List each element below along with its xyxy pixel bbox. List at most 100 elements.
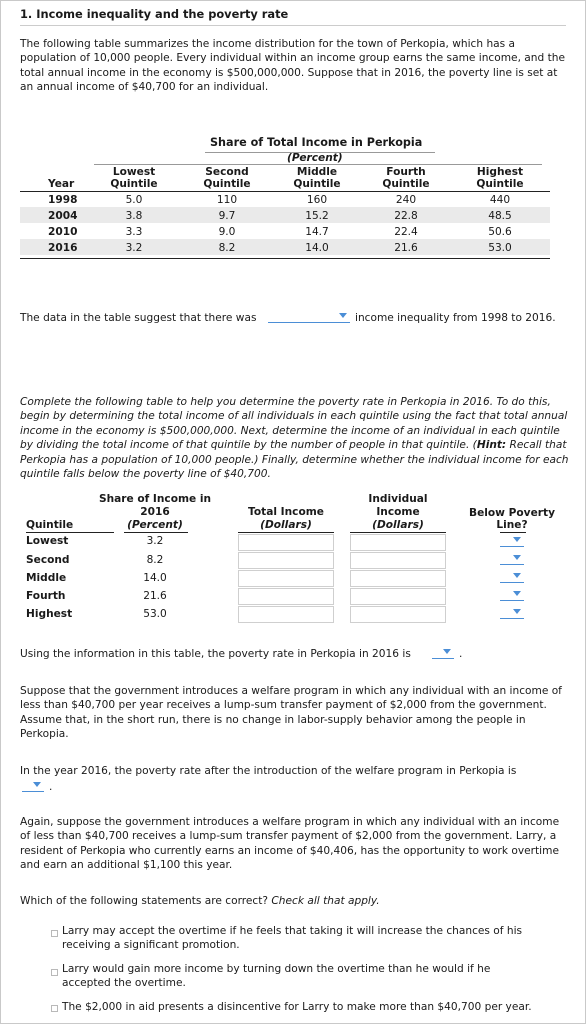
total-income-input[interactable] — [238, 534, 334, 551]
below-poverty-dropdown[interactable] — [500, 588, 524, 601]
individual-income-input[interactable] — [350, 588, 446, 605]
table1-row-shade — [20, 239, 550, 255]
year-cell: 2010 — [48, 226, 78, 238]
data-cell: 14.0 — [305, 242, 329, 254]
below-poverty-header-line2: Line? — [496, 519, 528, 531]
total-income-header-line1: Total Income — [248, 506, 324, 518]
inequality-text-after: income inequality from 1998 to 2016. — [355, 312, 556, 324]
data-cell: 22.8 — [394, 210, 418, 222]
poverty-rate-text: Using the information in this table, the… — [20, 648, 411, 660]
poverty-rate-dropdown[interactable] — [432, 646, 454, 659]
welfare-poverty-rate-dropdown[interactable] — [22, 779, 44, 792]
statement-text: Larry may accept the overtime if he feel… — [62, 925, 523, 952]
inequality-text-before: The data in the table suggest that there… — [20, 312, 257, 324]
table2-rule — [350, 532, 446, 533]
individual-income-header-line2: Income — [376, 506, 420, 518]
below-poverty-dropdown[interactable] — [500, 552, 524, 565]
share-header-line1: Share of Income in — [98, 493, 212, 505]
below-poverty-header-line1: Below Poverty — [469, 507, 555, 519]
total-income-input[interactable] — [238, 588, 334, 605]
individual-income-input[interactable] — [350, 534, 446, 551]
share-header-line2: 2016 — [140, 506, 170, 518]
quintile-name: Lowest — [26, 535, 69, 547]
statement-text: Larry would gain more income by turning … — [62, 963, 491, 990]
total-income-input[interactable] — [238, 570, 334, 587]
individual-income-input[interactable] — [350, 606, 446, 623]
table2-rule — [500, 532, 526, 533]
instructions-part2: Recall that Perkopia has a population of… — [20, 439, 569, 481]
individual-income-header-line1: Individual — [368, 493, 428, 505]
statements-prompt-text: Which of the following statements are co… — [20, 895, 269, 907]
data-cell: 3.3 — [125, 226, 143, 238]
statement-text: The $2,000 in aid presents a disincentiv… — [62, 1001, 532, 1013]
table1-header-year: Year — [48, 178, 75, 190]
inequality-dropdown[interactable] — [268, 310, 350, 323]
checkbox[interactable] — [51, 930, 58, 937]
table2-rule — [238, 532, 334, 533]
data-cell: 53.0 — [488, 242, 512, 254]
quintile-name: Highest — [26, 608, 73, 620]
total-income-input[interactable] — [238, 552, 334, 569]
total-income-header-line2: (Dollars) — [260, 519, 312, 531]
data-cell: 21.6 — [394, 242, 418, 254]
table1-header-highest: Highest Quintile — [476, 166, 524, 190]
data-cell: 9.7 — [218, 210, 236, 222]
year-cell: 1998 — [48, 194, 78, 206]
data-cell: 8.2 — [218, 242, 236, 254]
quintile-name: Middle — [26, 572, 67, 584]
intro-paragraph: The following table summarizes the incom… — [20, 38, 565, 94]
checkbox[interactable] — [51, 969, 58, 976]
question-title: 1. Income inequality and the poverty rat… — [20, 7, 289, 21]
table1-title-rule — [205, 152, 435, 153]
total-income-input[interactable] — [238, 606, 334, 623]
statements-prompt: Which of the following statements are co… — [20, 895, 380, 907]
quintile-name: Fourth — [26, 590, 66, 602]
statements-prompt-italic: Check all that apply. — [271, 895, 380, 907]
welfare-question-period: . — [49, 781, 53, 793]
table1-bottom-rule — [20, 258, 550, 259]
instructions-part1: Complete the following table to help you… — [20, 396, 568, 452]
table1-title: Share of Total Income in Perkopia — [210, 136, 423, 149]
data-cell: 160 — [306, 194, 328, 206]
data-cell: 9.0 — [218, 226, 236, 238]
individual-income-input[interactable] — [350, 552, 446, 569]
data-cell: 48.5 — [488, 210, 512, 222]
table2-rule — [26, 532, 114, 533]
below-poverty-dropdown[interactable] — [500, 570, 524, 583]
table1-header-fourth: Fourth Quintile — [382, 166, 430, 190]
table1-header-lowest: Lowest Quintile — [110, 166, 158, 190]
title-divider — [20, 25, 566, 26]
data-cell: 15.2 — [305, 210, 329, 222]
year-cell: 2016 — [48, 242, 78, 254]
share-value: 53.0 — [143, 608, 167, 620]
share-value: 3.2 — [146, 535, 164, 547]
table1-header-rule — [20, 191, 550, 192]
below-poverty-dropdown[interactable] — [500, 534, 524, 547]
share-value: 8.2 — [146, 554, 164, 566]
data-cell: 14.7 — [305, 226, 329, 238]
checkbox[interactable] — [51, 1005, 58, 1012]
data-cell: 50.6 — [488, 226, 512, 238]
data-cell: 3.2 — [125, 242, 143, 254]
individual-income-input[interactable] — [350, 570, 446, 587]
instructions-paragraph: Complete the following table to help you… — [20, 395, 570, 481]
data-cell: 240 — [395, 194, 417, 206]
below-poverty-dropdown[interactable] — [500, 606, 524, 619]
table1-subtitle: (Percent) — [287, 152, 343, 164]
data-cell: 22.4 — [394, 226, 418, 238]
table1-header-second: Second Quintile — [203, 166, 251, 190]
table1-header-middle: Middle Quintile — [293, 166, 341, 190]
quintile-header: Quintile — [26, 519, 74, 531]
individual-income-header-line3: (Dollars) — [372, 519, 424, 531]
poverty-rate-period: . — [459, 648, 463, 660]
hint-label: Hint: — [476, 439, 507, 452]
welfare-question-text: In the year 2016, the poverty rate after… — [20, 765, 517, 777]
data-cell: 440 — [489, 194, 511, 206]
larry-paragraph: Again, suppose the government introduces… — [20, 816, 560, 872]
welfare-paragraph: Suppose that the government introduces a… — [20, 685, 562, 741]
share-value: 14.0 — [143, 572, 167, 584]
data-cell: 5.0 — [125, 194, 143, 206]
quintile-name: Second — [26, 554, 70, 566]
year-cell: 2004 — [48, 210, 78, 222]
table1-row-shade — [20, 207, 550, 223]
